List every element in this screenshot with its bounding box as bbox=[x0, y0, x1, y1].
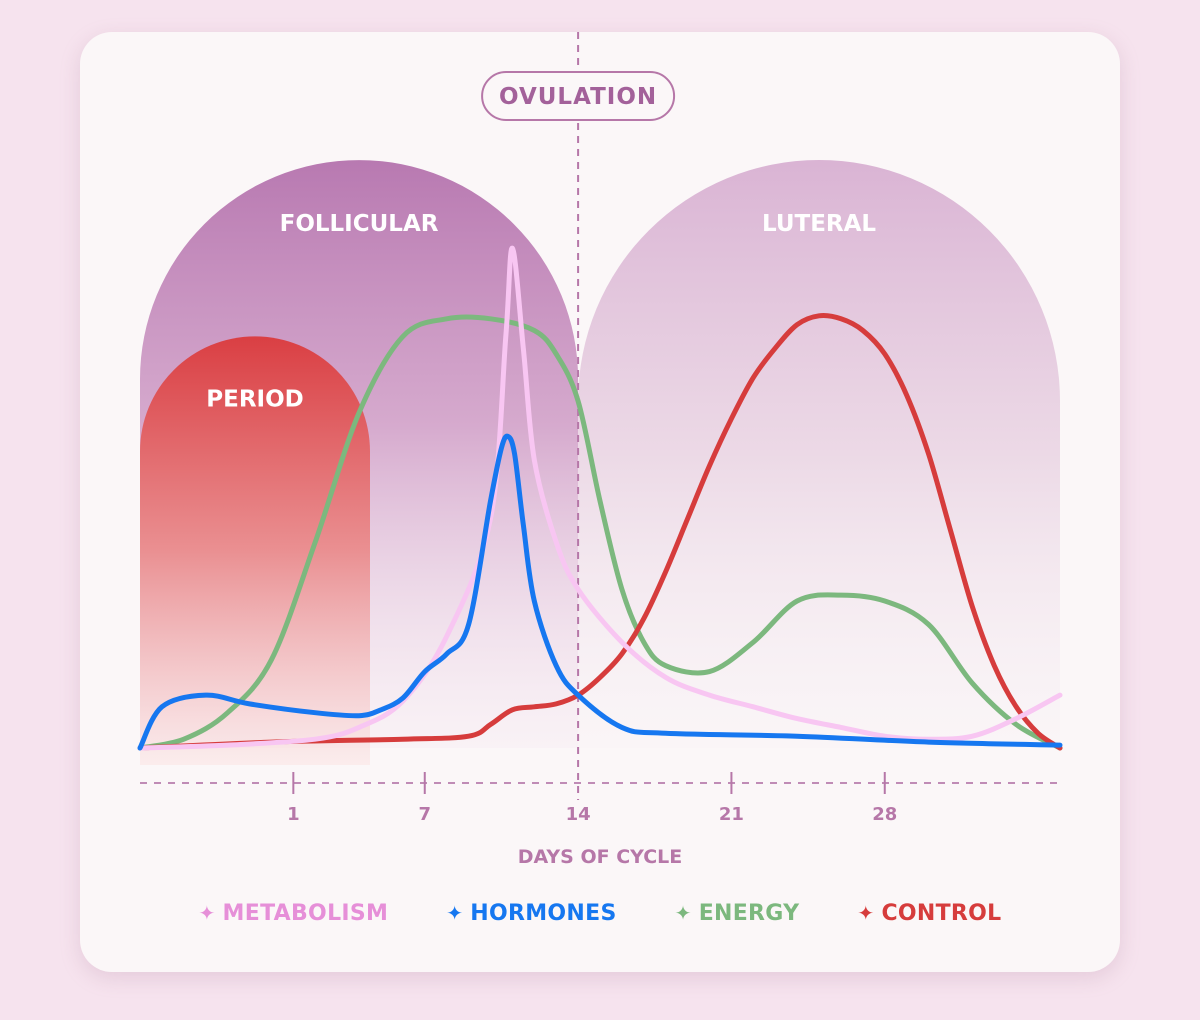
ovulation-badge bbox=[481, 71, 676, 121]
four-point-star-icon: ✦ bbox=[446, 901, 464, 925]
legend: ✦ METABOLISM ✦ HORMONES ✦ ENERGY ✦ CONTR… bbox=[80, 890, 1120, 936]
phase-period-arch bbox=[140, 336, 370, 765]
x-tick-label: 28 bbox=[872, 804, 897, 825]
x-tick-label: 7 bbox=[418, 804, 431, 825]
legend-item-energy: ✦ ENERGY bbox=[675, 901, 800, 926]
legend-label: ENERGY bbox=[698, 900, 800, 926]
series-metabolism-line bbox=[137, 245, 1063, 751]
legend-item-metabolism: ✦ METABOLISM bbox=[198, 901, 388, 926]
phase-period-label: PERIOD bbox=[206, 386, 303, 412]
four-point-star-icon: ✦ bbox=[857, 901, 875, 925]
phase-luteral-arch bbox=[578, 160, 1060, 749]
x-tick-label: 1 bbox=[287, 804, 300, 825]
series-hormones-line bbox=[137, 433, 1063, 751]
four-point-star-icon: ✦ bbox=[674, 901, 692, 925]
legend-item-control: ✦ CONTROL bbox=[857, 901, 1001, 926]
legend-label: METABOLISM bbox=[222, 900, 389, 926]
x-axis-title: DAYS OF CYCLE bbox=[518, 846, 683, 868]
x-tick-label: 14 bbox=[566, 804, 591, 825]
x-tick-label: 21 bbox=[719, 804, 744, 825]
ovulation-label: OVULATION bbox=[499, 84, 657, 110]
phase-follicular-label: FOLLICULAR bbox=[280, 211, 439, 237]
four-point-star-icon: ✦ bbox=[198, 901, 216, 925]
legend-item-hormones: ✦ HORMONES bbox=[446, 901, 616, 926]
phase-luteral-label: LUTERAL bbox=[762, 211, 876, 237]
series-energy-line bbox=[137, 314, 1063, 751]
legend-label: CONTROL bbox=[881, 900, 1002, 926]
series-control-line bbox=[137, 312, 1063, 751]
legend-label: HORMONES bbox=[470, 900, 617, 926]
